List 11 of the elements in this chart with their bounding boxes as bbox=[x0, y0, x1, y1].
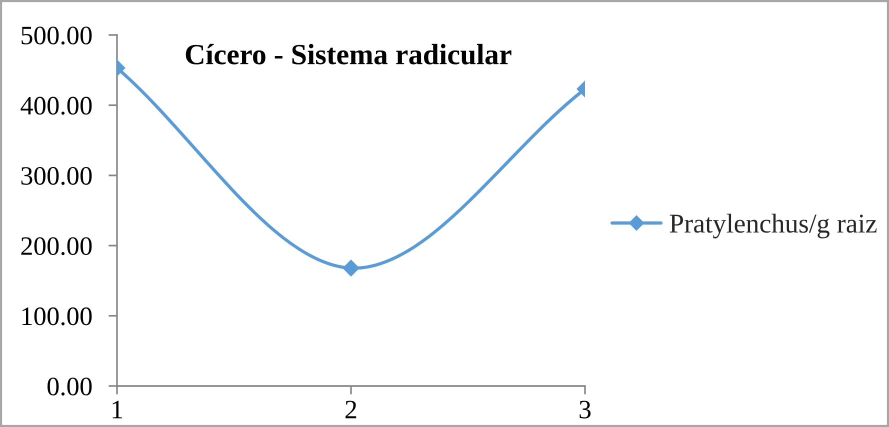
y-tick-label: 100.00 bbox=[22, 307, 92, 326]
y-tick-label: 300.00 bbox=[21, 167, 92, 185]
y-tick-label: 200.00 bbox=[21, 237, 92, 256]
chart-title: Cícero - Sistema radicular bbox=[186, 44, 512, 64]
y-tick-label: 500.00 bbox=[22, 26, 92, 45]
y-tick-label: 0.00 bbox=[48, 378, 92, 396]
x-tick-label: 2 bbox=[346, 400, 356, 418]
y-tick-label: 400.00 bbox=[20, 96, 92, 115]
x-tick-label: 1 bbox=[112, 400, 122, 418]
legend-label: Pratylenchus/g raiz bbox=[670, 214, 877, 238]
x-tick-label: 3 bbox=[580, 400, 591, 418]
